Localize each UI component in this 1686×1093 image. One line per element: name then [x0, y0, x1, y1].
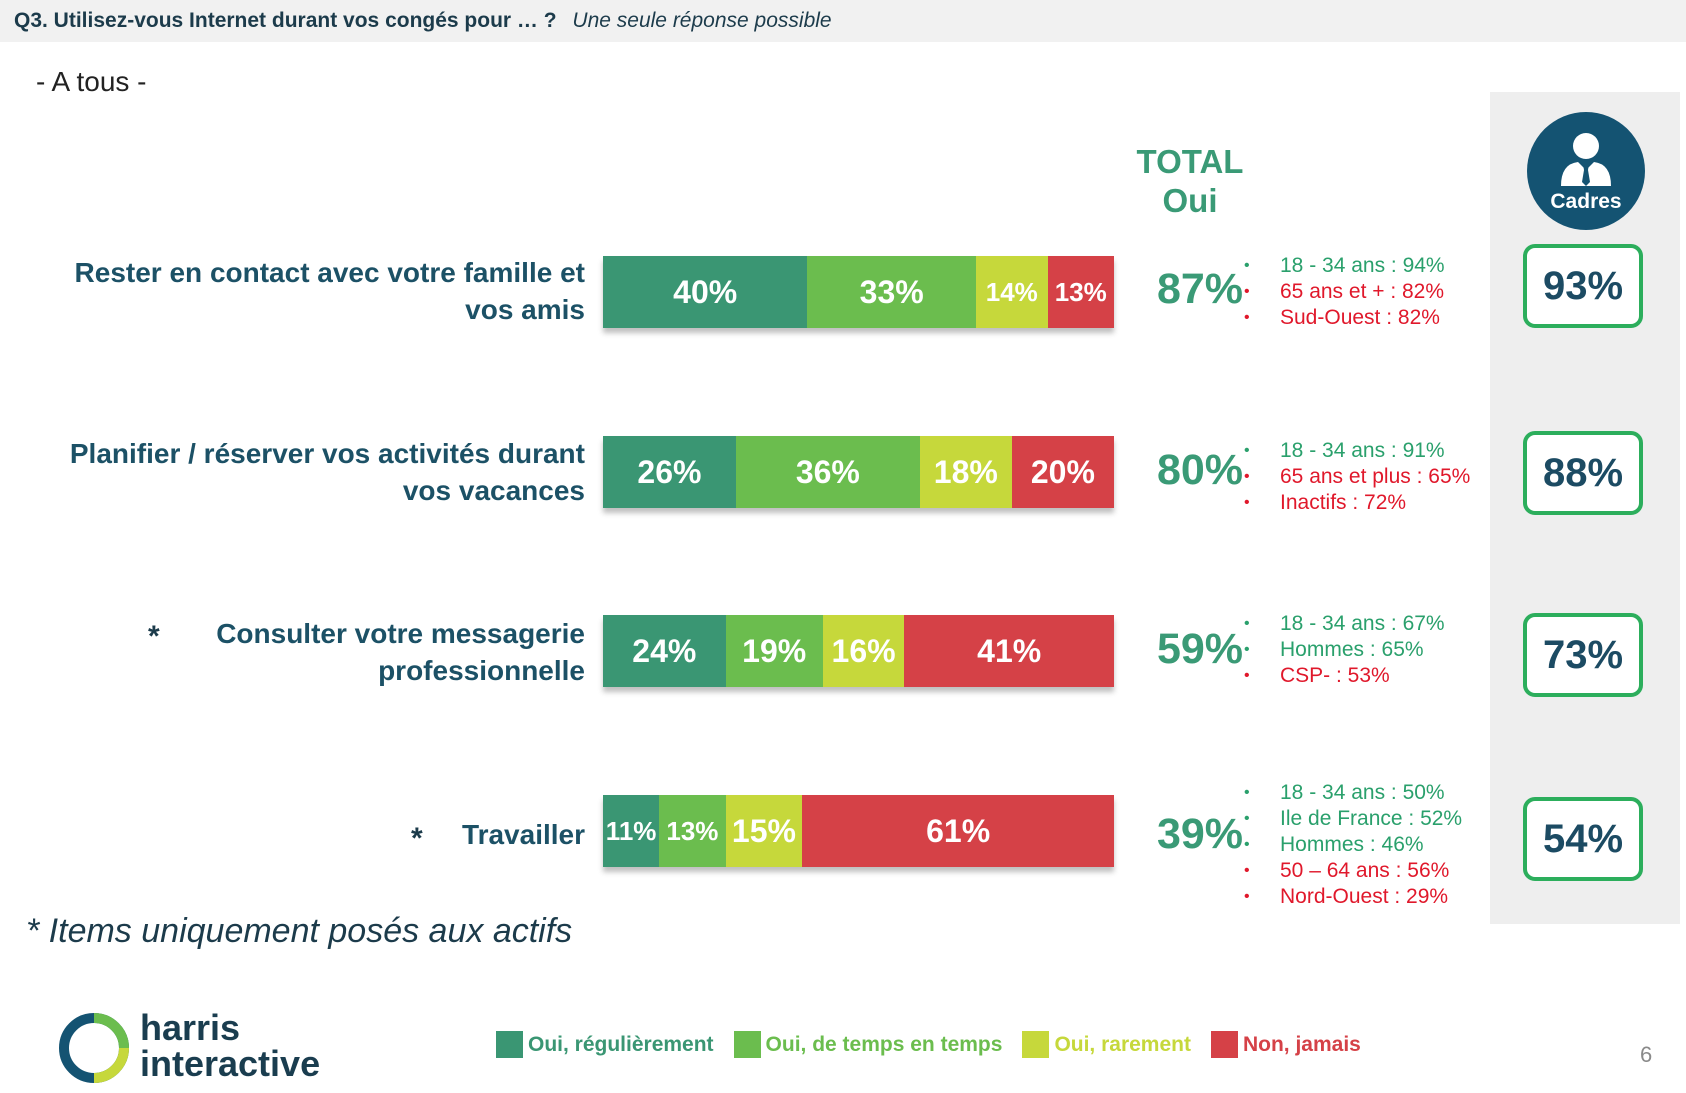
detail-list: 18 - 34 ans : 94%65 ans et + : 82%Sud-Ou…	[1244, 253, 1445, 331]
legend-item: Oui, rarement	[1022, 1031, 1191, 1058]
legend-label: Oui, régulièrement	[528, 1032, 714, 1056]
total-value: 87%	[1156, 265, 1244, 313]
stacked-bar: 40% 33% 14% 13%	[603, 256, 1114, 328]
detail-item: CSP- : 53%	[1244, 663, 1445, 689]
detail-item: Inactifs : 72%	[1244, 490, 1470, 516]
detail-list: 18 - 34 ans : 91%65 ans et plus : 65%Ina…	[1244, 438, 1470, 516]
total-value: 80%	[1156, 446, 1244, 494]
question-text: Q3. Utilisez-vous Internet durant vos co…	[14, 9, 557, 32]
detail-item: 18 - 34 ans : 67%	[1244, 611, 1445, 637]
detail-item: Nord-Ouest : 29%	[1244, 884, 1462, 910]
bar-segment: 13%	[1047, 256, 1114, 328]
cadres-value: 73%	[1523, 613, 1643, 697]
cadres-value: 88%	[1523, 431, 1643, 515]
harris-logo-icon	[54, 1008, 134, 1093]
cadres-badge	[1527, 112, 1645, 230]
legend-item: Oui, régulièrement	[496, 1031, 714, 1058]
cadres-value: 93%	[1523, 244, 1643, 328]
logo-line2: interactive	[140, 1043, 321, 1084]
page-number: 6	[1640, 1042, 1653, 1067]
bar-segment: 24%	[603, 615, 726, 687]
logo-text: harris interactive	[140, 1010, 320, 1082]
question-instruction: Une seule réponse possible	[572, 9, 832, 32]
total-value: 39%	[1156, 810, 1244, 858]
detail-item: 65 ans et plus : 65%	[1244, 464, 1470, 490]
legend-label: Oui, de temps en temps	[765, 1032, 1003, 1056]
detail-item: 65 ans et + : 82%	[1244, 279, 1445, 305]
stacked-bar: 11% 13% 15% 61%	[603, 795, 1114, 867]
row-label: Planifier / réserver vos activités duran…	[69, 438, 585, 506]
bar-segment: 36%	[735, 436, 920, 508]
detail-item: 18 - 34 ans : 50%	[1244, 780, 1462, 806]
bar-segment: 26%	[603, 436, 736, 508]
detail-item: Ile de France : 52%	[1244, 806, 1462, 832]
legend-swatch	[733, 1031, 761, 1058]
total-header-line1: TOTAL	[1136, 143, 1244, 180]
bar-segment: 11%	[603, 795, 660, 867]
detail-item: 50 – 64 ans : 56%	[1244, 858, 1462, 884]
detail-item: 18 - 34 ans : 91%	[1244, 438, 1470, 464]
detail-item: Hommes : 46%	[1244, 832, 1462, 858]
legend-swatch	[1022, 1031, 1050, 1058]
person-icon	[1561, 133, 1611, 186]
detail-item: Hommes : 65%	[1244, 637, 1445, 663]
row-label: Travailler	[462, 819, 585, 850]
bar-segment: 16%	[822, 615, 905, 687]
legend-label: Non, jamais	[1242, 1032, 1361, 1056]
bar-segment: 14%	[976, 256, 1048, 328]
bar-segment: 15%	[725, 795, 803, 867]
bar-segment: 33%	[807, 256, 977, 328]
bar-segment: 61%	[802, 795, 1114, 867]
detail-item: Sud-Ouest : 82%	[1244, 305, 1445, 331]
legend-swatch	[496, 1031, 523, 1058]
asterisk-marker: *	[148, 620, 160, 653]
bar-segment: 40%	[603, 256, 808, 328]
total-value: 59%	[1156, 625, 1244, 673]
cadres-value: 54%	[1523, 797, 1643, 881]
detail-list: 18 - 34 ans : 67%Hommes : 65%CSP- : 53%	[1244, 611, 1445, 689]
legend-item: Oui, de temps en temps	[733, 1031, 1003, 1058]
detail-item: 18 - 34 ans : 94%	[1244, 253, 1445, 279]
logo-line1: harris	[140, 1007, 241, 1048]
cadres-label: Cadres	[1550, 190, 1622, 213]
bar-segment: 13%	[659, 795, 726, 867]
stacked-bar: 26% 36% 18% 20%	[603, 436, 1114, 508]
subheading: - A tous -	[36, 66, 147, 97]
total-header: TOTAL Oui	[1112, 142, 1268, 220]
header-band	[0, 0, 1686, 42]
legend: Oui, régulièrement Oui, de temps en temps…	[496, 1031, 1381, 1058]
total-header-line2: Oui	[1162, 182, 1218, 219]
legend-swatch	[1210, 1031, 1238, 1058]
bar-segment: 20%	[1011, 436, 1114, 508]
bar-segment: 41%	[904, 615, 1114, 687]
bar-segment: 18%	[919, 436, 1012, 508]
row-label: Consulter votre messagerie professionnel…	[216, 618, 585, 686]
detail-list: 18 - 34 ans : 50%Ile de France : 52%Homm…	[1244, 780, 1462, 910]
question-title: Q3. Utilisez-vous Internet durant vos co…	[14, 9, 832, 33]
asterisk-marker: *	[411, 822, 423, 855]
row-label: Rester en contact avec votre famille et …	[74, 257, 585, 325]
bar-segment: 19%	[725, 615, 823, 687]
footnote: * Items uniquement posés aux actifs	[26, 912, 573, 950]
legend-item: Non, jamais	[1210, 1031, 1361, 1058]
stacked-bar: 24% 19% 16% 41%	[603, 615, 1114, 687]
legend-label: Oui, rarement	[1054, 1032, 1191, 1056]
